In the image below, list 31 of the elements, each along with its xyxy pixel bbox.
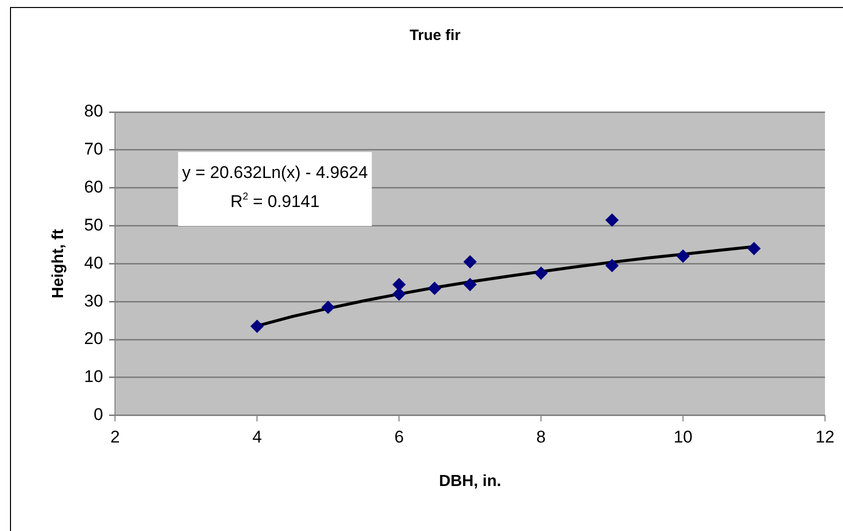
x-tick-label: 2 <box>110 427 120 446</box>
chart-title: True fir <box>410 27 461 44</box>
point <box>464 255 477 268</box>
x-tick-label: 8 <box>536 427 546 446</box>
x-tick-label: 6 <box>394 427 404 446</box>
point <box>606 259 619 272</box>
annotation: y = 20.632Ln(x) - 4.9624 <box>182 163 368 182</box>
y-tick-label: 50 <box>84 215 104 234</box>
point <box>606 214 619 227</box>
point <box>392 278 406 292</box>
x-tick-label: 10 <box>674 427 692 446</box>
x-axis-title: DBH, in. <box>438 472 502 490</box>
y-tick-label: 40 <box>84 253 104 272</box>
point <box>748 242 761 256</box>
point <box>676 250 690 263</box>
y-tick-label: 20 <box>84 329 104 348</box>
point <box>428 282 442 295</box>
x-tick-label: 4 <box>252 427 262 446</box>
y-tick-label: 60 <box>84 178 104 197</box>
y-tick-label: 80 <box>84 102 104 121</box>
point <box>250 320 264 333</box>
point <box>534 266 548 280</box>
y-tick-label: 30 <box>84 291 104 310</box>
y-tick-label: 10 <box>84 367 104 386</box>
y-tick-label: 70 <box>84 140 104 159</box>
x-tick-label: 12 <box>816 427 834 446</box>
point <box>322 300 335 314</box>
y-tick-label: 0 <box>94 405 104 424</box>
y-axis-title: Height, ft <box>50 228 68 298</box>
point <box>392 288 406 301</box>
point <box>464 278 477 292</box>
